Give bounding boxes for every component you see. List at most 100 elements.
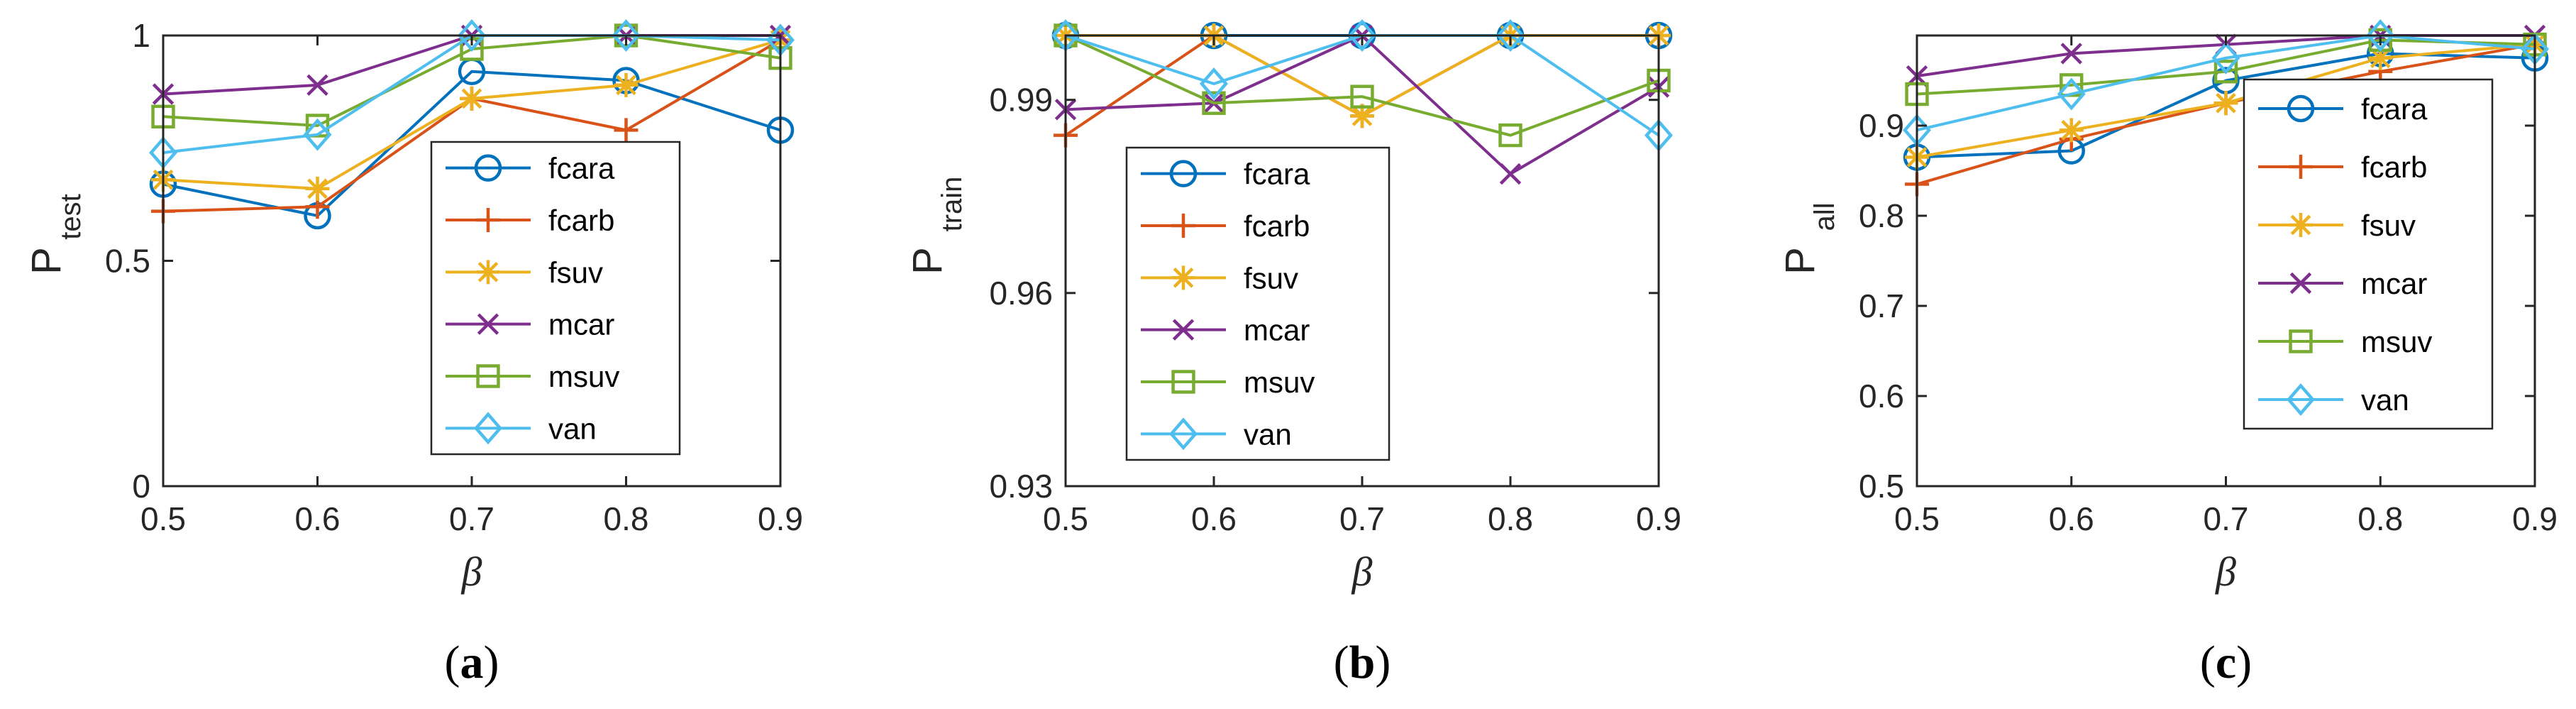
legend-marker <box>2287 383 2315 416</box>
panel-label: (a) <box>445 637 499 688</box>
legend-entry-fcarb: fcarb <box>2258 150 2427 184</box>
x-axis-label: β <box>2215 549 2236 595</box>
legend-marker <box>476 208 500 232</box>
legend-entry-fcarb: fcarb <box>446 204 614 237</box>
data-point-mcar <box>1499 163 1522 185</box>
legend-label: van <box>1244 417 1292 451</box>
legend-entry-msuv: msuv <box>2258 325 2432 358</box>
y-tick-label: 0.93 <box>989 468 1053 505</box>
legend-marker <box>2289 272 2312 295</box>
data-point-van <box>2057 77 2086 111</box>
y-tick-label: 0.6 <box>1859 378 1904 414</box>
x-tick-label: 0.6 <box>2049 500 2094 537</box>
legend-label: msuv <box>548 360 619 393</box>
legend-entry-van: van <box>2258 383 2409 417</box>
legend-label: mcar <box>548 308 614 341</box>
y-tick-label: 0.5 <box>105 243 150 280</box>
legend-label: van <box>548 412 597 445</box>
legend-entry-van: van <box>1141 417 1292 451</box>
legend-entry-fcara: fcara <box>2258 92 2428 126</box>
x-tick-label: 0.6 <box>295 500 341 537</box>
y-tick-label: 0.99 <box>989 82 1053 119</box>
data-point-van <box>612 19 641 52</box>
data-point-msuv <box>1202 91 1226 115</box>
legend-label: fcara <box>1244 158 1310 191</box>
data-point-van <box>1496 19 1525 52</box>
series-line-van <box>1916 33 2536 132</box>
legend: fcara fcarb fsuv mcar msuv van <box>1125 146 1391 461</box>
legend-label: fcara <box>2361 92 2428 126</box>
data-point-fsuv <box>305 176 330 201</box>
panel-a: 0.5 0.6 0.7 0.8 0.900.51βPtestfcarafcarbfsuv… <box>23 17 803 688</box>
legend-marker <box>476 364 500 388</box>
data-point-msuv <box>1498 123 1522 148</box>
y-tick-label: 0.5 <box>1859 468 1904 505</box>
legend-label: van <box>2361 383 2409 417</box>
legend-label: fcarb <box>2361 150 2427 184</box>
legend-entry-fsuv: fsuv <box>1141 261 1298 295</box>
legend-marker <box>1169 417 1198 451</box>
legend-entry-van: van <box>446 412 597 445</box>
y-tick-label: 0 <box>132 468 150 505</box>
legend-marker <box>2289 329 2313 353</box>
y-tick-label: 1 <box>132 17 150 54</box>
legend-label: msuv <box>1244 366 1315 399</box>
panel-b: 0.5 0.6 0.7 0.8 0.90.930.960.99βPtrainfcaraf… <box>905 19 1681 688</box>
data-point-van <box>2366 19 2395 52</box>
x-tick-label: 0.7 <box>1339 500 1385 537</box>
legend-label: mcar <box>2361 267 2427 300</box>
y-axis-label-sub: train <box>936 177 968 232</box>
legend-marker <box>476 260 500 285</box>
legend: fcara fcarb fsuv mcar msuv van <box>430 141 681 456</box>
legend-entry-mcar: mcar <box>446 308 614 341</box>
panel-label: (c) <box>2200 637 2252 688</box>
paren-open: ( <box>1334 637 1349 688</box>
legend-entry-fcara: fcara <box>1141 158 1310 191</box>
data-point-mcar <box>2060 43 2082 65</box>
paren-close: ) <box>2236 637 2252 688</box>
legend-label: msuv <box>2361 325 2432 358</box>
data-point-fcarb <box>614 118 639 143</box>
legend-marker <box>1171 214 1195 238</box>
legend-box <box>1125 146 1391 461</box>
legend-box <box>430 141 681 456</box>
legend-marker <box>474 412 502 445</box>
legend-entry-msuv: msuv <box>1141 366 1315 399</box>
x-tick-label: 0.8 <box>604 500 649 537</box>
legend-marker <box>477 313 499 335</box>
legend-marker <box>474 154 502 182</box>
legend-label: fcara <box>548 152 615 185</box>
y-tick-label: 0.9 <box>1859 107 1904 144</box>
data-point-fsuv <box>1350 104 1374 128</box>
x-axis-label: β <box>1351 549 1373 595</box>
paren-open: ( <box>2200 637 2216 688</box>
panel-letter: a <box>460 637 484 688</box>
legend-box <box>2243 78 2494 430</box>
legend-marker <box>1169 160 1198 187</box>
data-point-van <box>1348 19 1376 52</box>
legend-entry-mcar: mcar <box>1141 314 1310 347</box>
legend-entry-mcar: mcar <box>2258 267 2427 300</box>
paren-open: ( <box>445 637 460 688</box>
panel-label: (b) <box>1334 637 1391 688</box>
legend-marker <box>1171 370 1195 394</box>
x-tick-label: 0.7 <box>2204 500 2249 537</box>
data-point-fsuv <box>2059 118 2084 143</box>
legend-entry-fsuv: fsuv <box>446 255 603 289</box>
x-tick-label: 0.5 <box>140 500 186 537</box>
x-tick-label: 0.8 <box>2357 500 2403 537</box>
y-axis-label-main: P <box>905 247 951 275</box>
y-axis-label-main: P <box>23 247 70 275</box>
data-point-msuv <box>2213 60 2238 84</box>
series-line-fcara <box>162 70 781 218</box>
legend-marker <box>2287 94 2315 123</box>
y-axis-label-sub: all <box>1809 202 1840 231</box>
x-tick-label: 0.5 <box>1894 500 1940 537</box>
legend-label: fsuv <box>1244 261 1298 295</box>
data-point-van <box>1200 67 1228 101</box>
x-axis-label: β <box>461 549 482 595</box>
data-point-fsuv <box>2368 45 2393 70</box>
